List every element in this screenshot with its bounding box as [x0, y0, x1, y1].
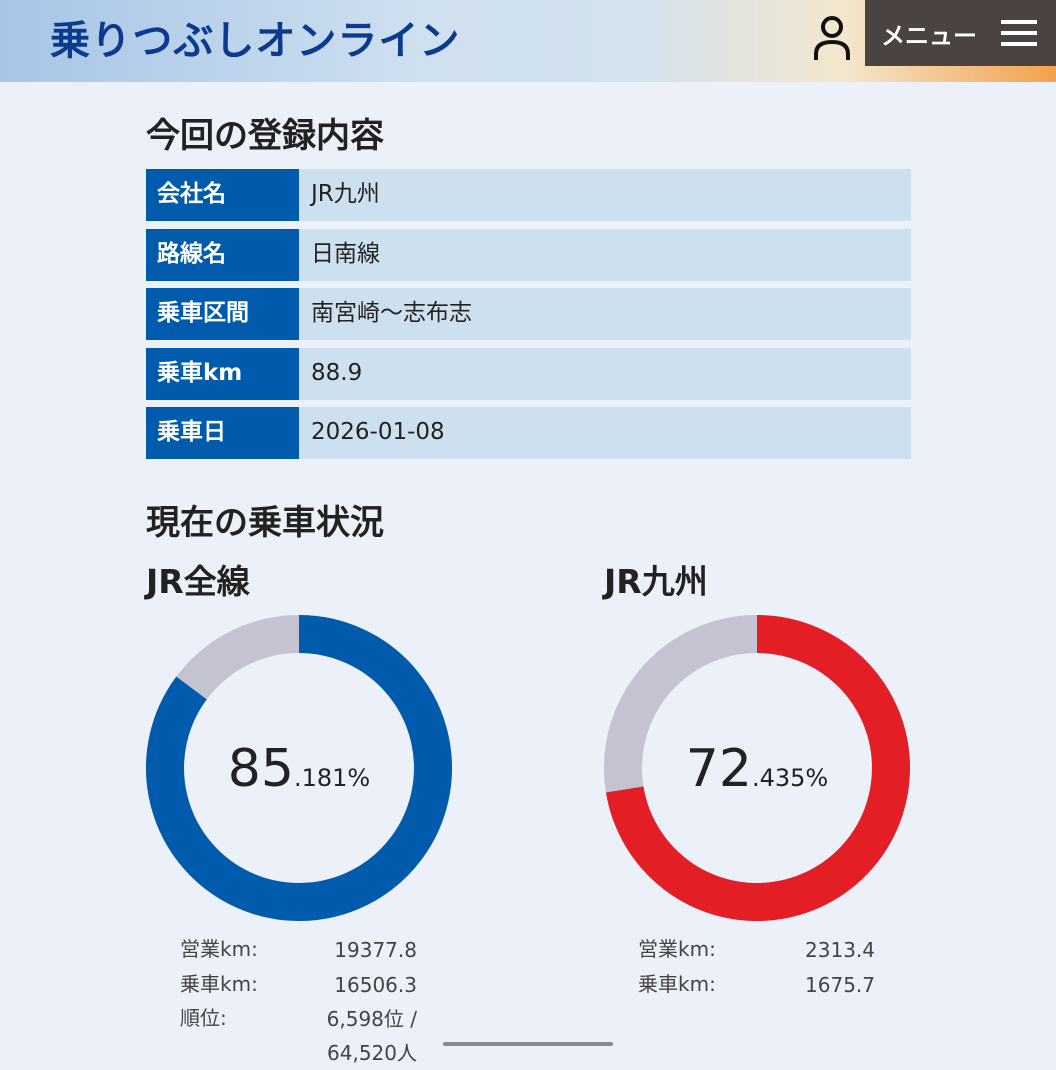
row-value: 88.9 — [299, 347, 911, 400]
stat-label: 営業km: — [638, 937, 716, 961]
table-row: 乗車区間 南宮崎～志布志 — [146, 288, 911, 340]
row-label: 路線名 — [146, 228, 299, 281]
stat-value: 2313.4 — [805, 938, 875, 962]
row-value: 南宮崎～志布志 — [299, 288, 911, 340]
stat-value: 6,598位 / 64,520人 — [326, 1007, 417, 1065]
table-row: 乗車km 88.9 — [146, 347, 911, 400]
stat-row: 営業km: 2313.4 — [638, 933, 878, 962]
stat-label: 営業km: — [180, 937, 258, 961]
table-row: 会社名 JR九州 — [146, 169, 911, 221]
chart-title: JR九州 — [604, 562, 708, 601]
row-label: 乗車区間 — [146, 288, 299, 340]
user-icon[interactable] — [812, 14, 852, 62]
stat-label: 乗車km: — [638, 971, 716, 996]
row-value: 2026-01-08 — [299, 407, 911, 459]
table-row: 路線名 日南線 — [146, 228, 911, 281]
scroll-indicator — [443, 1042, 613, 1046]
stat-row: 営業km: 19377.8 — [180, 933, 420, 962]
row-label: 会社名 — [146, 169, 299, 221]
donut-arc — [146, 615, 452, 921]
percent-label: 72.435% — [686, 739, 828, 799]
donut-chart: 72.435% — [604, 615, 910, 921]
section-heading: 今回の登録内容 — [146, 116, 384, 156]
percent-fraction: .181% — [294, 764, 370, 792]
percent-integer: 72 — [686, 739, 752, 799]
stat-row: 乗車km: 1675.7 — [638, 968, 878, 997]
percent-fraction: .435% — [752, 764, 828, 792]
stat-value: 19377.8 — [334, 938, 417, 962]
menu-label: メニュー — [881, 22, 977, 50]
stat-row: 乗車km: 16506.3 — [180, 968, 420, 997]
section-heading: 現在の乗車状況 — [146, 503, 384, 543]
header: 乗りつぶしオンライン メニュー — [0, 0, 1056, 82]
stat-label: 順位: — [180, 1006, 227, 1030]
stat-label: 乗車km: — [180, 971, 258, 996]
row-value: 日南線 — [299, 228, 911, 281]
row-label: 乗車km — [146, 347, 299, 400]
stat-value: 1675.7 — [805, 972, 875, 997]
donut-chart: 85.181% — [146, 615, 452, 921]
row-label: 乗車日 — [146, 407, 299, 459]
table-row: 乗車日 2026-01-08 — [146, 407, 911, 459]
chart-title: JR全線 — [146, 562, 250, 601]
row-value: JR九州 — [299, 169, 911, 221]
stat-value: 16506.3 — [334, 972, 417, 997]
stat-row: 順位: 6,598位 / 64,520人 — [180, 1002, 420, 1065]
percent-label: 85.181% — [228, 739, 370, 799]
donut-arc — [605, 615, 910, 921]
percent-integer: 85 — [228, 739, 294, 799]
site-title[interactable]: 乗りつぶしオンライン — [50, 17, 461, 64]
hamburger-icon — [1001, 20, 1037, 46]
menu-button[interactable]: メニュー — [865, 0, 1056, 66]
